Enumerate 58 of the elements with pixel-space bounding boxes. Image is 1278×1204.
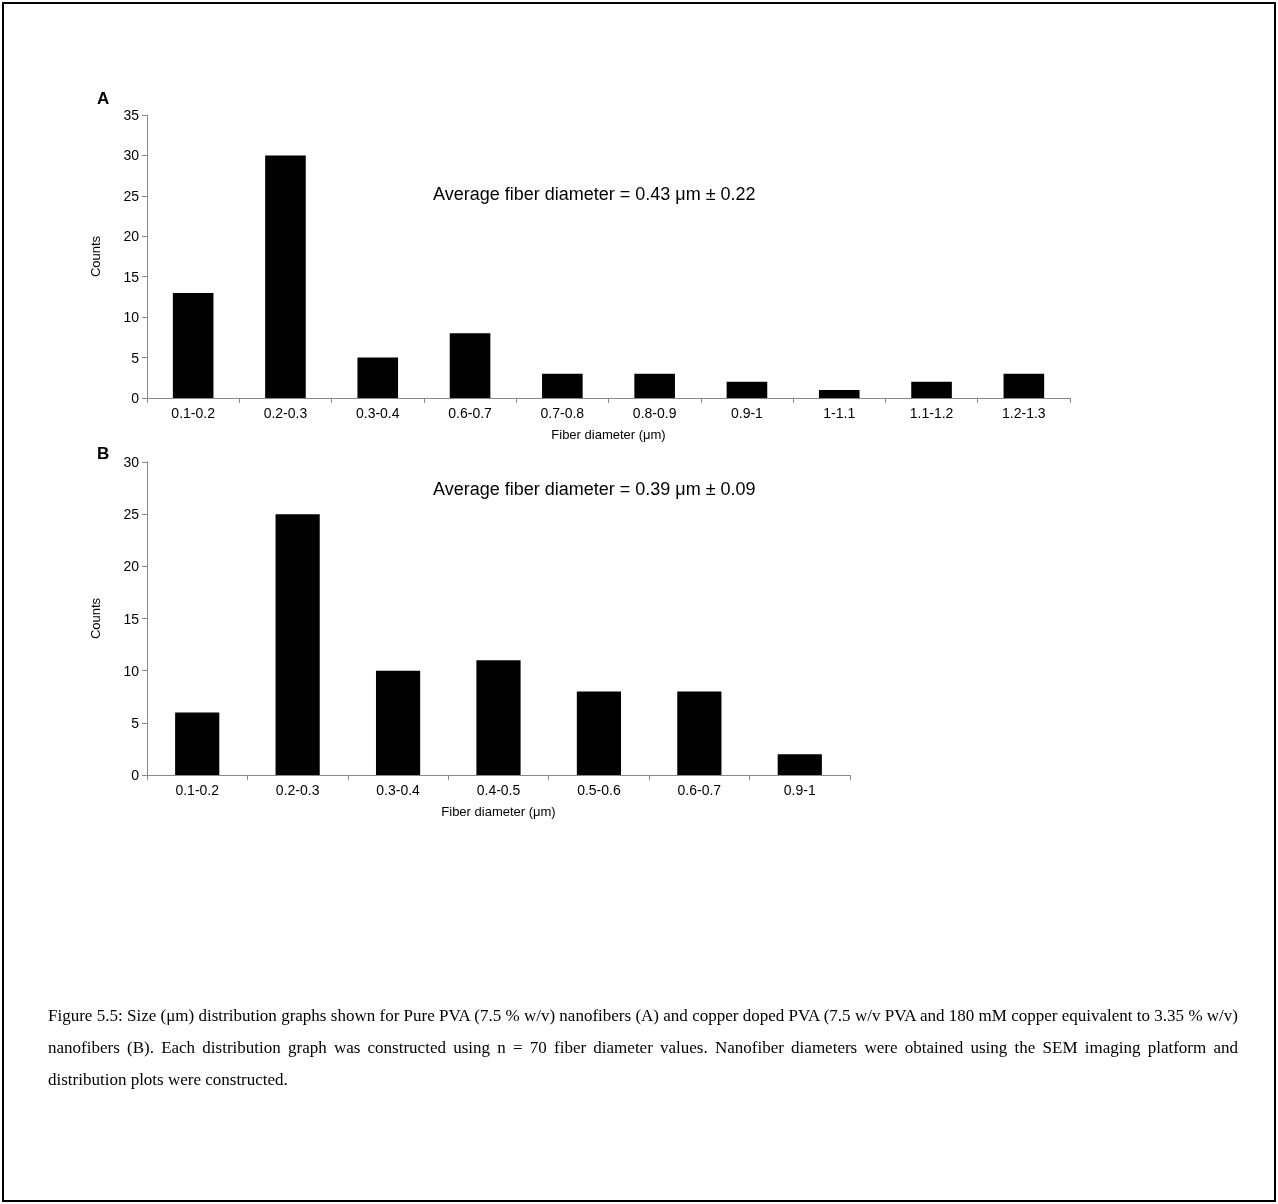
x-tick-label: 0.3-0.4 xyxy=(355,405,400,421)
y-tick-label: 25 xyxy=(123,506,140,523)
bar xyxy=(677,691,722,775)
y-tick-label: 25 xyxy=(123,187,140,204)
y-tick-label: 35 xyxy=(123,107,140,123)
x-tick-label: 0.7-0.8 xyxy=(540,405,585,421)
x-axis-title: Fiber diameter (μm) xyxy=(441,804,556,819)
bar xyxy=(1003,373,1045,398)
y-tick-label: 5 xyxy=(131,714,140,731)
bar xyxy=(275,514,320,775)
x-tick-label: 0.3-0.4 xyxy=(376,782,421,798)
x-tick-label: 0.4-0.5 xyxy=(476,782,521,798)
x-tick-label: 0.6-0.7 xyxy=(677,782,722,798)
y-axis-title: Counts xyxy=(88,597,103,640)
bar xyxy=(576,691,622,775)
bar xyxy=(265,155,306,398)
y-tick-label: 20 xyxy=(123,558,140,575)
x-tick-label: 1.1-1.2 xyxy=(909,405,954,421)
y-tick-label: 10 xyxy=(123,309,140,326)
y-tick-label: 0 xyxy=(131,390,140,406)
x-tick-label: 0.9-1 xyxy=(783,782,816,798)
x-tick-label: 0.2-0.3 xyxy=(263,405,308,421)
bar xyxy=(172,292,214,398)
chart-title: B xyxy=(97,444,110,463)
y-tick-label: 30 xyxy=(123,147,140,164)
y-tick-label: 15 xyxy=(123,268,140,285)
x-tick-label: 1-1.1 xyxy=(823,405,856,421)
y-tick-label: 0 xyxy=(131,767,140,783)
chart-title: A xyxy=(97,89,110,108)
x-tick-label: 0.5-0.6 xyxy=(577,782,621,798)
y-tick-label: 5 xyxy=(131,349,140,366)
annotation: Average fiber diameter = 0.39 μm ± 0.09 xyxy=(433,479,756,499)
y-tick-label: 15 xyxy=(123,610,140,627)
x-tick-label: 0.1-0.2 xyxy=(175,782,220,798)
x-tick-label: 0.6-0.7 xyxy=(448,405,493,421)
bar xyxy=(634,373,675,398)
annotation: Average fiber diameter = 0.43 μm ± 0.22 xyxy=(433,184,756,204)
y-tick-label: 20 xyxy=(123,228,140,245)
bar xyxy=(449,333,491,398)
y-tick-label: 10 xyxy=(123,662,140,679)
bar xyxy=(476,660,521,775)
bar xyxy=(542,373,583,398)
bar xyxy=(357,357,399,398)
bar xyxy=(175,712,220,775)
x-tick-label: 0.1-0.2 xyxy=(171,405,216,421)
y-tick-label: 30 xyxy=(123,454,140,470)
bar xyxy=(818,389,860,398)
bar xyxy=(911,381,952,398)
x-tick-label: 0.9-1 xyxy=(730,405,764,421)
x-tick-label: 1.2-1.3 xyxy=(1002,405,1046,421)
x-axis-title: Fiber diameter (μm) xyxy=(551,427,666,442)
caption: Figure 5.5: Size (μm) distribution graphs shown for Pure PVA (7.5 % w/v) nanofibers (A) and copper doped PVA (7.5 w/v PVA and 180 mM copper equivalent to 3.35 % w/v) nanofibers (B). Each distribution graph was constructed using n = 70 fiber diameter values. Nanofiber diameters were obtained using the SEM imaging platform and distribution plots were constructed. xyxy=(48,1005,1238,1091)
bar xyxy=(375,670,421,775)
bar xyxy=(777,754,822,775)
bar xyxy=(726,381,768,398)
x-tick-label: 0.8-0.9 xyxy=(632,405,677,421)
y-axis-title: Counts xyxy=(88,235,103,278)
x-tick-label: 0.2-0.3 xyxy=(275,782,320,798)
